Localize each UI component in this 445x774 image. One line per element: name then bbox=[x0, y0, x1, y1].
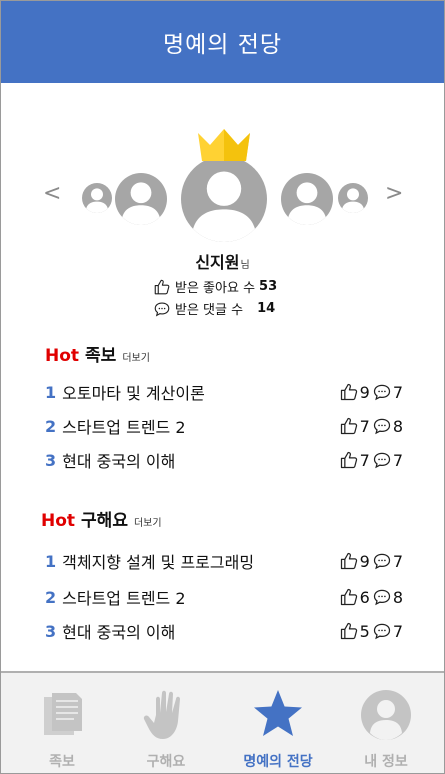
speech-bubble-icon bbox=[373, 384, 390, 401]
hot-jokbo-more-link[interactable]: 더보기 bbox=[122, 353, 150, 364]
item-rank: 3 bbox=[45, 621, 57, 641]
profile-name-text: 신지원 bbox=[195, 253, 240, 272]
list-item[interactable]: 2 스타트업 트렌드 2 6 8 bbox=[45, 585, 405, 609]
thumbs-up-icon bbox=[340, 588, 357, 606]
tab-hall-of-fame[interactable]: 명예의 전당 bbox=[223, 673, 333, 773]
item-like-count: 7 bbox=[359, 416, 370, 436]
speech-bubble-icon bbox=[373, 589, 390, 606]
item-comment-count: 7 bbox=[392, 450, 403, 470]
user-icon bbox=[361, 690, 411, 740]
item-like-count: 9 bbox=[359, 551, 370, 571]
tab-jokbo[interactable]: 족보 bbox=[7, 673, 117, 773]
thumbs-up-icon bbox=[340, 383, 357, 401]
list-item[interactable]: 1 객체지향 설계 및 프로그래밍 9 7 bbox=[45, 549, 405, 573]
likes-received-stat: 받은 좋아요 수 53 bbox=[153, 277, 277, 296]
thumbs-up-icon bbox=[340, 451, 357, 469]
tab-label: 족보 bbox=[49, 754, 75, 770]
comments-received-count: 14 bbox=[257, 301, 276, 316]
carousel-prev-button[interactable]: < bbox=[43, 181, 62, 206]
item-title: 스타트업 트렌드 2 bbox=[62, 589, 186, 608]
item-rank: 1 bbox=[45, 551, 57, 571]
page-title: 명예의 전당 bbox=[162, 32, 283, 58]
hot-request-section-title: Hot 구해요 더보기 bbox=[41, 506, 162, 531]
user-silhouette-icon bbox=[85, 188, 109, 213]
item-title: 스타트업 트렌드 2 bbox=[62, 418, 186, 437]
section-name: 족보 bbox=[85, 346, 117, 366]
item-title: 현대 중국의 이해 bbox=[62, 452, 176, 471]
section-name: 구해요 bbox=[81, 511, 128, 531]
tab-my-info[interactable]: 내 정보 bbox=[331, 673, 441, 773]
speech-bubble-icon bbox=[154, 301, 170, 316]
item-like-count: 7 bbox=[359, 450, 370, 470]
hot-label: Hot bbox=[41, 511, 76, 531]
carousel-next-button[interactable]: > bbox=[385, 181, 404, 206]
item-comment-count: 7 bbox=[392, 551, 403, 571]
avatar-far-right[interactable] bbox=[338, 183, 368, 213]
speech-bubble-icon bbox=[373, 623, 390, 640]
list-item[interactable]: 3 현대 중국의 이해 5 7 bbox=[45, 619, 405, 643]
item-like-count: 9 bbox=[359, 382, 370, 402]
user-silhouette-icon bbox=[121, 182, 161, 225]
star-icon bbox=[254, 690, 302, 736]
profile-name: 신지원님 bbox=[1, 249, 444, 273]
hot-jokbo-section-title: Hot 족보 더보기 bbox=[45, 341, 150, 366]
item-like-count: 5 bbox=[359, 621, 370, 641]
item-title: 객체지향 설계 및 프로그래밍 bbox=[62, 553, 255, 572]
hot-label: Hot bbox=[45, 346, 80, 366]
list-item[interactable]: 3 현대 중국의 이해 7 7 bbox=[45, 448, 405, 472]
hot-request-more-link[interactable]: 더보기 bbox=[133, 518, 162, 529]
avatar-center[interactable] bbox=[181, 156, 267, 242]
item-comment-count: 8 bbox=[392, 416, 403, 436]
user-silhouette-icon bbox=[191, 171, 257, 242]
crown-icon bbox=[198, 129, 250, 161]
avatar-left[interactable] bbox=[115, 173, 167, 225]
item-title: 현대 중국의 이해 bbox=[62, 623, 176, 642]
likes-received-count: 53 bbox=[259, 279, 278, 294]
tab-label: 명예의 전당 bbox=[243, 754, 313, 770]
speech-bubble-icon bbox=[373, 418, 390, 435]
item-like-count: 6 bbox=[359, 587, 370, 607]
tab-label: 구해요 bbox=[146, 754, 186, 770]
user-silhouette-icon bbox=[341, 188, 365, 213]
comments-received-label: 받은 댓글 수 bbox=[175, 303, 244, 318]
comments-received-stat: 받은 댓글 수 14 bbox=[153, 299, 275, 318]
item-rank: 2 bbox=[45, 416, 57, 436]
list-item[interactable]: 1 오토마타 및 계산이론 9 7 bbox=[45, 380, 405, 404]
speech-bubble-icon bbox=[373, 553, 390, 570]
profile-name-suffix: 님 bbox=[240, 260, 250, 271]
likes-received-label: 받은 좋아요 수 bbox=[175, 281, 256, 296]
item-rank: 2 bbox=[45, 587, 57, 607]
item-rank: 3 bbox=[45, 450, 57, 470]
list-item[interactable]: 2 스타트업 트렌드 2 7 8 bbox=[45, 414, 405, 438]
document-icon bbox=[44, 693, 82, 735]
item-comment-count: 7 bbox=[392, 621, 403, 641]
hand-icon bbox=[143, 690, 180, 739]
tab-label: 내 정보 bbox=[364, 754, 408, 770]
thumbs-up-icon bbox=[340, 622, 357, 640]
thumbs-up-icon bbox=[340, 552, 357, 570]
item-comment-count: 7 bbox=[392, 382, 403, 402]
thumbs-up-icon bbox=[340, 417, 357, 435]
item-comment-count: 8 bbox=[392, 587, 403, 607]
user-silhouette-icon bbox=[287, 182, 327, 225]
bottom-tab-bar: 족보 구해요 명예의 전당 내 정보 bbox=[1, 671, 444, 773]
avatar-far-left[interactable] bbox=[82, 183, 112, 213]
tab-request[interactable]: 구해요 bbox=[111, 673, 221, 773]
item-rank: 1 bbox=[45, 382, 57, 402]
avatar-right[interactable] bbox=[281, 173, 333, 225]
thumbs-up-icon bbox=[154, 279, 170, 294]
header-bar: 명예의 전당 bbox=[1, 1, 444, 83]
item-title: 오토마타 및 계산이론 bbox=[62, 384, 205, 403]
speech-bubble-icon bbox=[373, 452, 390, 469]
